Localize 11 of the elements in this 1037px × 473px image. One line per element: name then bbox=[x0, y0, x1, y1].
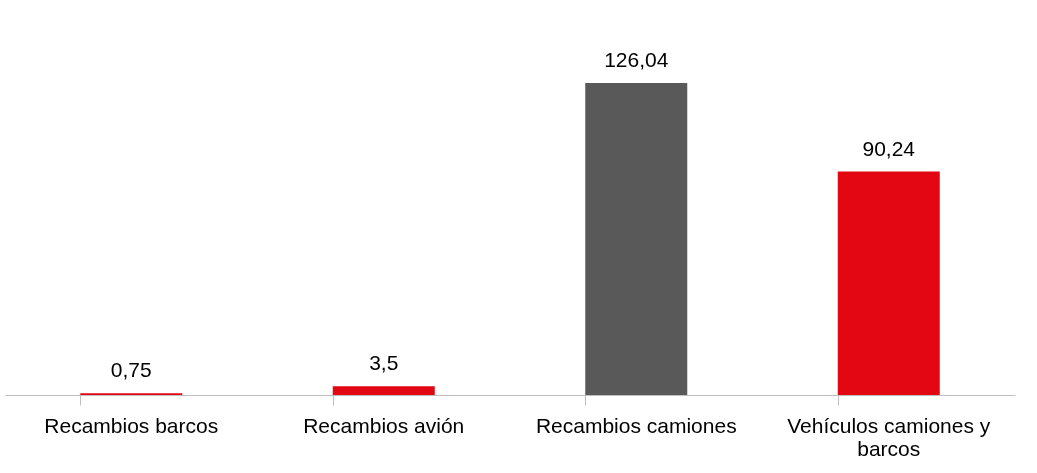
bar bbox=[585, 83, 688, 395]
x-tick-label: Recambios barcos bbox=[44, 413, 219, 437]
bar bbox=[332, 386, 435, 395]
bar bbox=[837, 171, 940, 395]
x-tick-label: Recambios avión bbox=[303, 413, 465, 437]
data-label: 3,5 bbox=[369, 351, 399, 375]
data-label: 90,24 bbox=[862, 136, 916, 160]
x-tick-label: Vehículos camiones y barcos bbox=[787, 413, 991, 460]
data-label: 126,04 bbox=[604, 48, 669, 71]
x-tick-label: Recambios camiones bbox=[535, 413, 737, 437]
data-label: 0,75 bbox=[110, 358, 152, 382]
